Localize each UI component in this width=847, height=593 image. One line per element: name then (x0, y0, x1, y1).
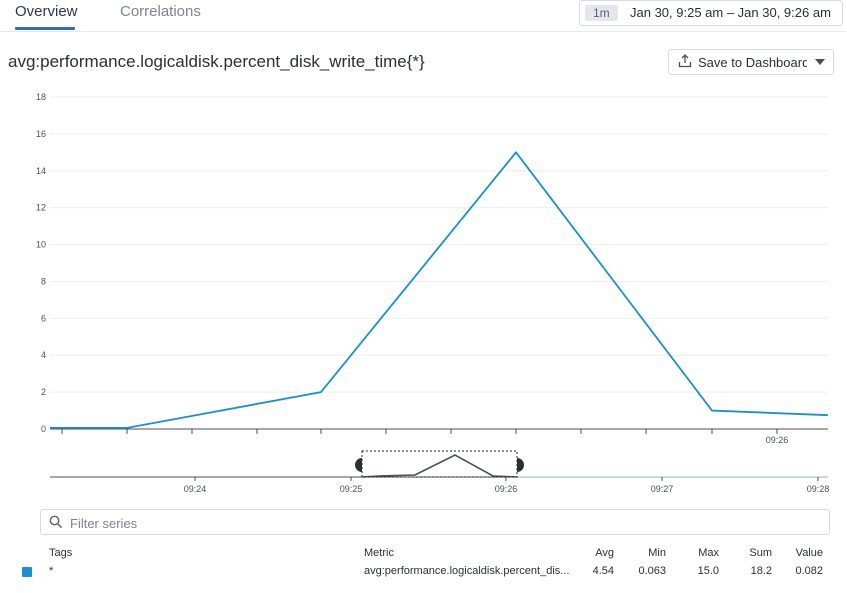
time-span-badge: 1m (585, 5, 618, 21)
tab-bar: Overview Correlations (0, 0, 847, 32)
search-icon (49, 515, 63, 529)
overview-tick-label: 09:25 (340, 484, 363, 494)
column-header-min[interactable]: Min (648, 547, 666, 559)
y-tick-label: 6 (41, 313, 46, 323)
y-tick-label: 8 (41, 276, 46, 286)
row-max: 15.0 (697, 565, 719, 577)
row-tags: * (49, 565, 54, 577)
overview-tick-label: 09:24 (184, 484, 207, 494)
overview-series-line (361, 454, 518, 478)
x-axis: 09:26 (50, 428, 828, 445)
active-tab-indicator (15, 27, 75, 30)
row-avg: 4.54 (592, 565, 614, 577)
overview-selection (361, 450, 518, 478)
y-tick-label: 18 (36, 92, 46, 102)
time-range-picker[interactable]: 1m Jan 30, 9:25 am – Jan 30, 9:26 am (579, 0, 843, 26)
column-header-avg[interactable]: Avg (595, 547, 614, 559)
series-color-swatch[interactable] (22, 567, 32, 577)
overview-tick-label: 09:26 (495, 484, 518, 494)
y-tick-label: 12 (36, 203, 46, 213)
series-line (50, 151, 829, 429)
overview-handle-left-icon (355, 458, 362, 472)
y-tick-label: 0 (41, 424, 46, 434)
tab-correlations[interactable]: Correlations (120, 3, 201, 20)
row-metric: avg:performance.logicaldisk.percent_dis.… (364, 565, 570, 577)
y-tick-label: 10 (36, 240, 46, 250)
y-tick-label: 16 (36, 129, 46, 139)
column-header-max[interactable]: Max (698, 547, 719, 559)
y-tick-label: 14 (36, 166, 46, 176)
metric-title: avg:performance.logicaldisk.percent_disk… (8, 52, 425, 71)
row-value: 0.082 (795, 565, 823, 577)
chart-grid (50, 96, 828, 393)
column-header-tags[interactable]: Tags (49, 547, 73, 559)
upload-icon (678, 54, 692, 68)
column-header-metric[interactable]: Metric (364, 547, 394, 559)
column-header-value[interactable]: Value (795, 547, 823, 559)
tab-overview[interactable]: Overview (15, 3, 78, 20)
overview-navigator[interactable]: 09:24 09:25 09:26 09:27 09:28 (50, 450, 830, 494)
caret-down-icon (815, 59, 825, 65)
row-min: 0.063 (638, 565, 666, 577)
filter-series-input[interactable] (68, 513, 812, 533)
save-options-dropdown[interactable] (807, 49, 834, 75)
tab-divider (0, 31, 847, 32)
column-header-sum[interactable]: Sum (749, 547, 772, 559)
series-lines (50, 151, 829, 429)
time-range-text: Jan 30, 9:25 am – Jan 30, 9:26 am (630, 5, 831, 20)
save-to-dashboard-label: Save to Dashboard (698, 55, 810, 70)
filter-series-field[interactable] (40, 509, 830, 535)
row-sum: 18.2 (750, 565, 772, 577)
overview-tick-label: 09:28 (807, 484, 830, 494)
x-tick-label: 09:26 (766, 435, 789, 445)
overview-handle-right-icon (517, 458, 524, 472)
y-tick-label: 4 (41, 350, 46, 360)
overview-tick-label: 09:27 (651, 484, 674, 494)
y-axis: 0 2 4 6 8 10 12 14 16 18 (36, 92, 46, 434)
y-tick-label: 2 (41, 387, 46, 397)
save-to-dashboard-button[interactable]: Save to Dashboard (668, 49, 810, 75)
